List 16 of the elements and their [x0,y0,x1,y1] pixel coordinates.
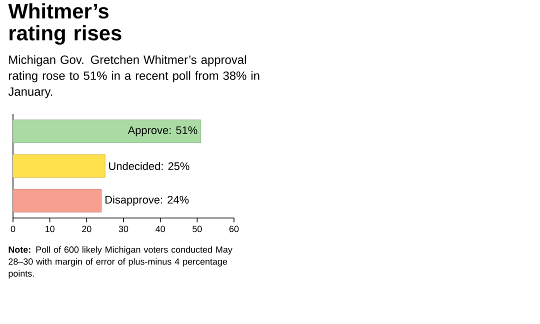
x-tick-label: 20 [82,226,92,232]
data-label: Disapprove: 24% [106,196,189,206]
data-label: Undecided: 25% [109,162,190,170]
bar [12,154,106,178]
x-tick-label: 10 [46,226,54,232]
text: Note: Poll of 600 likely Michigan voters conducted May 28–30 with margin of error of plus-minus 4 percentage points. [8,246,232,278]
x-tick-label: 0 [10,226,16,232]
data-label: Approve: 51% [128,126,198,136]
chart-subtitle: Michigan Gov. Gretchen Whitmer’s approval rating rose to 51% in a recent poll from 38% in January. [8,55,260,98]
x-tick-label: 60 [229,226,239,232]
x-tick-label: 30 [118,226,128,232]
bar [12,188,102,212]
chart-title: Whitmer’s rating rises [8,3,122,45]
x-tick-label: 40 [156,226,165,232]
x-tick-label: 50 [192,226,202,232]
bar [12,120,202,144]
